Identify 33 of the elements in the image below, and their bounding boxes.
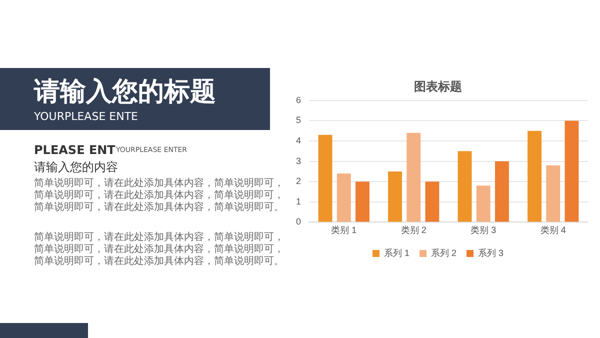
text: YOURPLEASE ENTE [34, 110, 138, 123]
bar [388, 171, 402, 222]
bar [495, 161, 509, 222]
bar [425, 182, 440, 222]
x-tick-label: 类别 3 [470, 225, 496, 236]
bar [356, 182, 370, 222]
y-tick-label: 2 [296, 176, 302, 186]
x-tick-label: 类别 2 [400, 225, 426, 236]
y-tick-label: 5 [296, 115, 302, 126]
bar [406, 132, 421, 222]
bar [528, 130, 542, 222]
bar [546, 165, 560, 222]
legend-label: 系列 2 [430, 248, 457, 258]
chart-title: 图表标题 [414, 79, 462, 94]
y-tick-label: 4 [296, 135, 302, 146]
text: 请输入您的内容 [34, 159, 118, 176]
y-tick-label: 0 [296, 216, 302, 227]
bar [318, 134, 332, 222]
text: 简单说明即可，请在此处添加具体内容，简单说明即可，简单说明即可，请在此处添加具体内容，简单说明即可，简单说明即可，请在此处添加具体内容，简单说明即可。 [34, 178, 285, 214]
legend-label: 系列 3 [478, 248, 504, 258]
legend-label: 系列 1 [384, 248, 410, 258]
y-tick-label: 1 [296, 196, 302, 206]
bar [458, 151, 472, 222]
text: 请输入您的标题 [34, 76, 216, 109]
y-tick-label: 3 [296, 156, 302, 166]
bar [564, 120, 579, 222]
bar [476, 186, 490, 222]
y-tick-label: 6 [296, 94, 302, 105]
text: 简单说明即可，请在此处添加具体内容，简单说明即可，简单说明即可，请在此处添加具体内容，简单说明即可，简单说明即可，请在此处添加具体内容，简单说明即可。 [34, 232, 285, 268]
x-tick-label: 类别 1 [331, 225, 357, 236]
text: PLEASE ENT [34, 143, 116, 157]
x-tick-label: 类别 4 [540, 225, 566, 236]
bar [336, 173, 351, 222]
